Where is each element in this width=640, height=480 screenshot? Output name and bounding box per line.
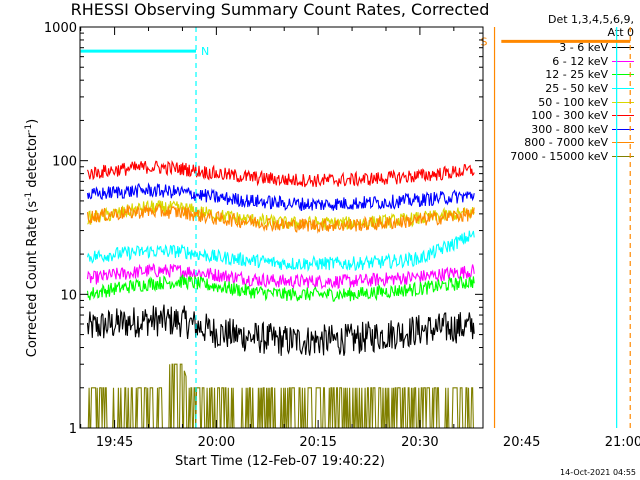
legend-label: 100 - 300 keV <box>531 109 608 123</box>
legend-entry: 7000 - 15000 keV <box>484 150 634 164</box>
attenuator-label: Att 0 <box>607 26 634 39</box>
legend-label: 6 - 12 keV <box>552 54 608 68</box>
legend-entry: 50 - 100 keV <box>484 95 634 109</box>
y-tick-label: 100 <box>52 155 77 170</box>
legend-swatch <box>612 101 634 103</box>
legend-label: 800 - 7000 keV <box>524 136 608 150</box>
legend-swatch <box>612 47 634 49</box>
series-line <box>86 160 475 188</box>
legend-label: 7000 - 15000 keV <box>510 150 608 164</box>
series-line <box>86 182 475 212</box>
generated-timestamp: 14-Oct-2021 04:55 <box>560 468 636 477</box>
y-tick-label: 10 <box>60 288 77 303</box>
legend-entry: 25 - 50 keV <box>484 82 634 96</box>
legend-entry: 3 - 6 keV <box>484 41 634 55</box>
legend-swatch <box>612 60 634 62</box>
series-line <box>86 203 475 234</box>
series-line <box>86 304 475 356</box>
legend-entry: 300 - 800 keV <box>484 123 634 137</box>
detector-info: Det 1,3,4,5,6,9, Att 0 <box>494 13 634 39</box>
y-tick-label: 1 <box>69 422 77 437</box>
y-tick-label: 1000 <box>44 21 77 36</box>
legend-label: 12 - 25 keV <box>545 68 608 82</box>
legend-label: 300 - 800 keV <box>531 122 608 136</box>
legend-swatch <box>612 128 634 130</box>
legend-entry: 800 - 7000 keV <box>484 136 634 150</box>
x-axis-label: Start Time (12-Feb-07 19:40:22) <box>175 454 385 469</box>
series-line <box>86 230 475 273</box>
interval-label-s: S <box>481 35 488 48</box>
legend-label: 50 - 100 keV <box>538 95 608 109</box>
legend-label: 3 - 6 keV <box>559 41 608 55</box>
chart-title: RHESSI Observing Summary Count Rates, Co… <box>70 0 490 19</box>
x-tick-label: 20:00 <box>198 435 235 450</box>
legend-swatch <box>612 115 634 117</box>
x-tick-label: 20:30 <box>401 435 438 450</box>
legend: 3 - 6 keV 6 - 12 keV 12 - 25 keV 25 - 50 ke… <box>484 41 634 163</box>
x-tick-label: 20:15 <box>299 435 336 450</box>
legend-swatch <box>612 74 634 76</box>
legend-swatch <box>612 142 634 144</box>
series-line <box>86 262 475 290</box>
legend-entry: 6 - 12 keV <box>484 55 634 69</box>
x-tick-label: 20:45 <box>503 435 540 450</box>
y-axis-label: Corrected Count Rate (s-1 detector-1) <box>23 118 41 358</box>
series-line <box>87 199 475 231</box>
legend-swatch <box>612 156 634 158</box>
legend-entry: 12 - 25 keV <box>484 68 634 82</box>
detectors-label: Det 1,3,4,5,6,9, <box>547 13 634 26</box>
plot-frame <box>79 26 484 429</box>
series-line <box>87 363 475 429</box>
x-tick-label: 19:45 <box>96 435 133 450</box>
interval-label-n: N <box>201 45 209 58</box>
legend-label: 25 - 50 keV <box>545 82 608 96</box>
series-line <box>86 274 475 302</box>
x-tick-label: 21:00 <box>605 435 640 450</box>
legend-swatch <box>612 88 634 90</box>
legend-entry: 100 - 300 keV <box>484 109 634 123</box>
